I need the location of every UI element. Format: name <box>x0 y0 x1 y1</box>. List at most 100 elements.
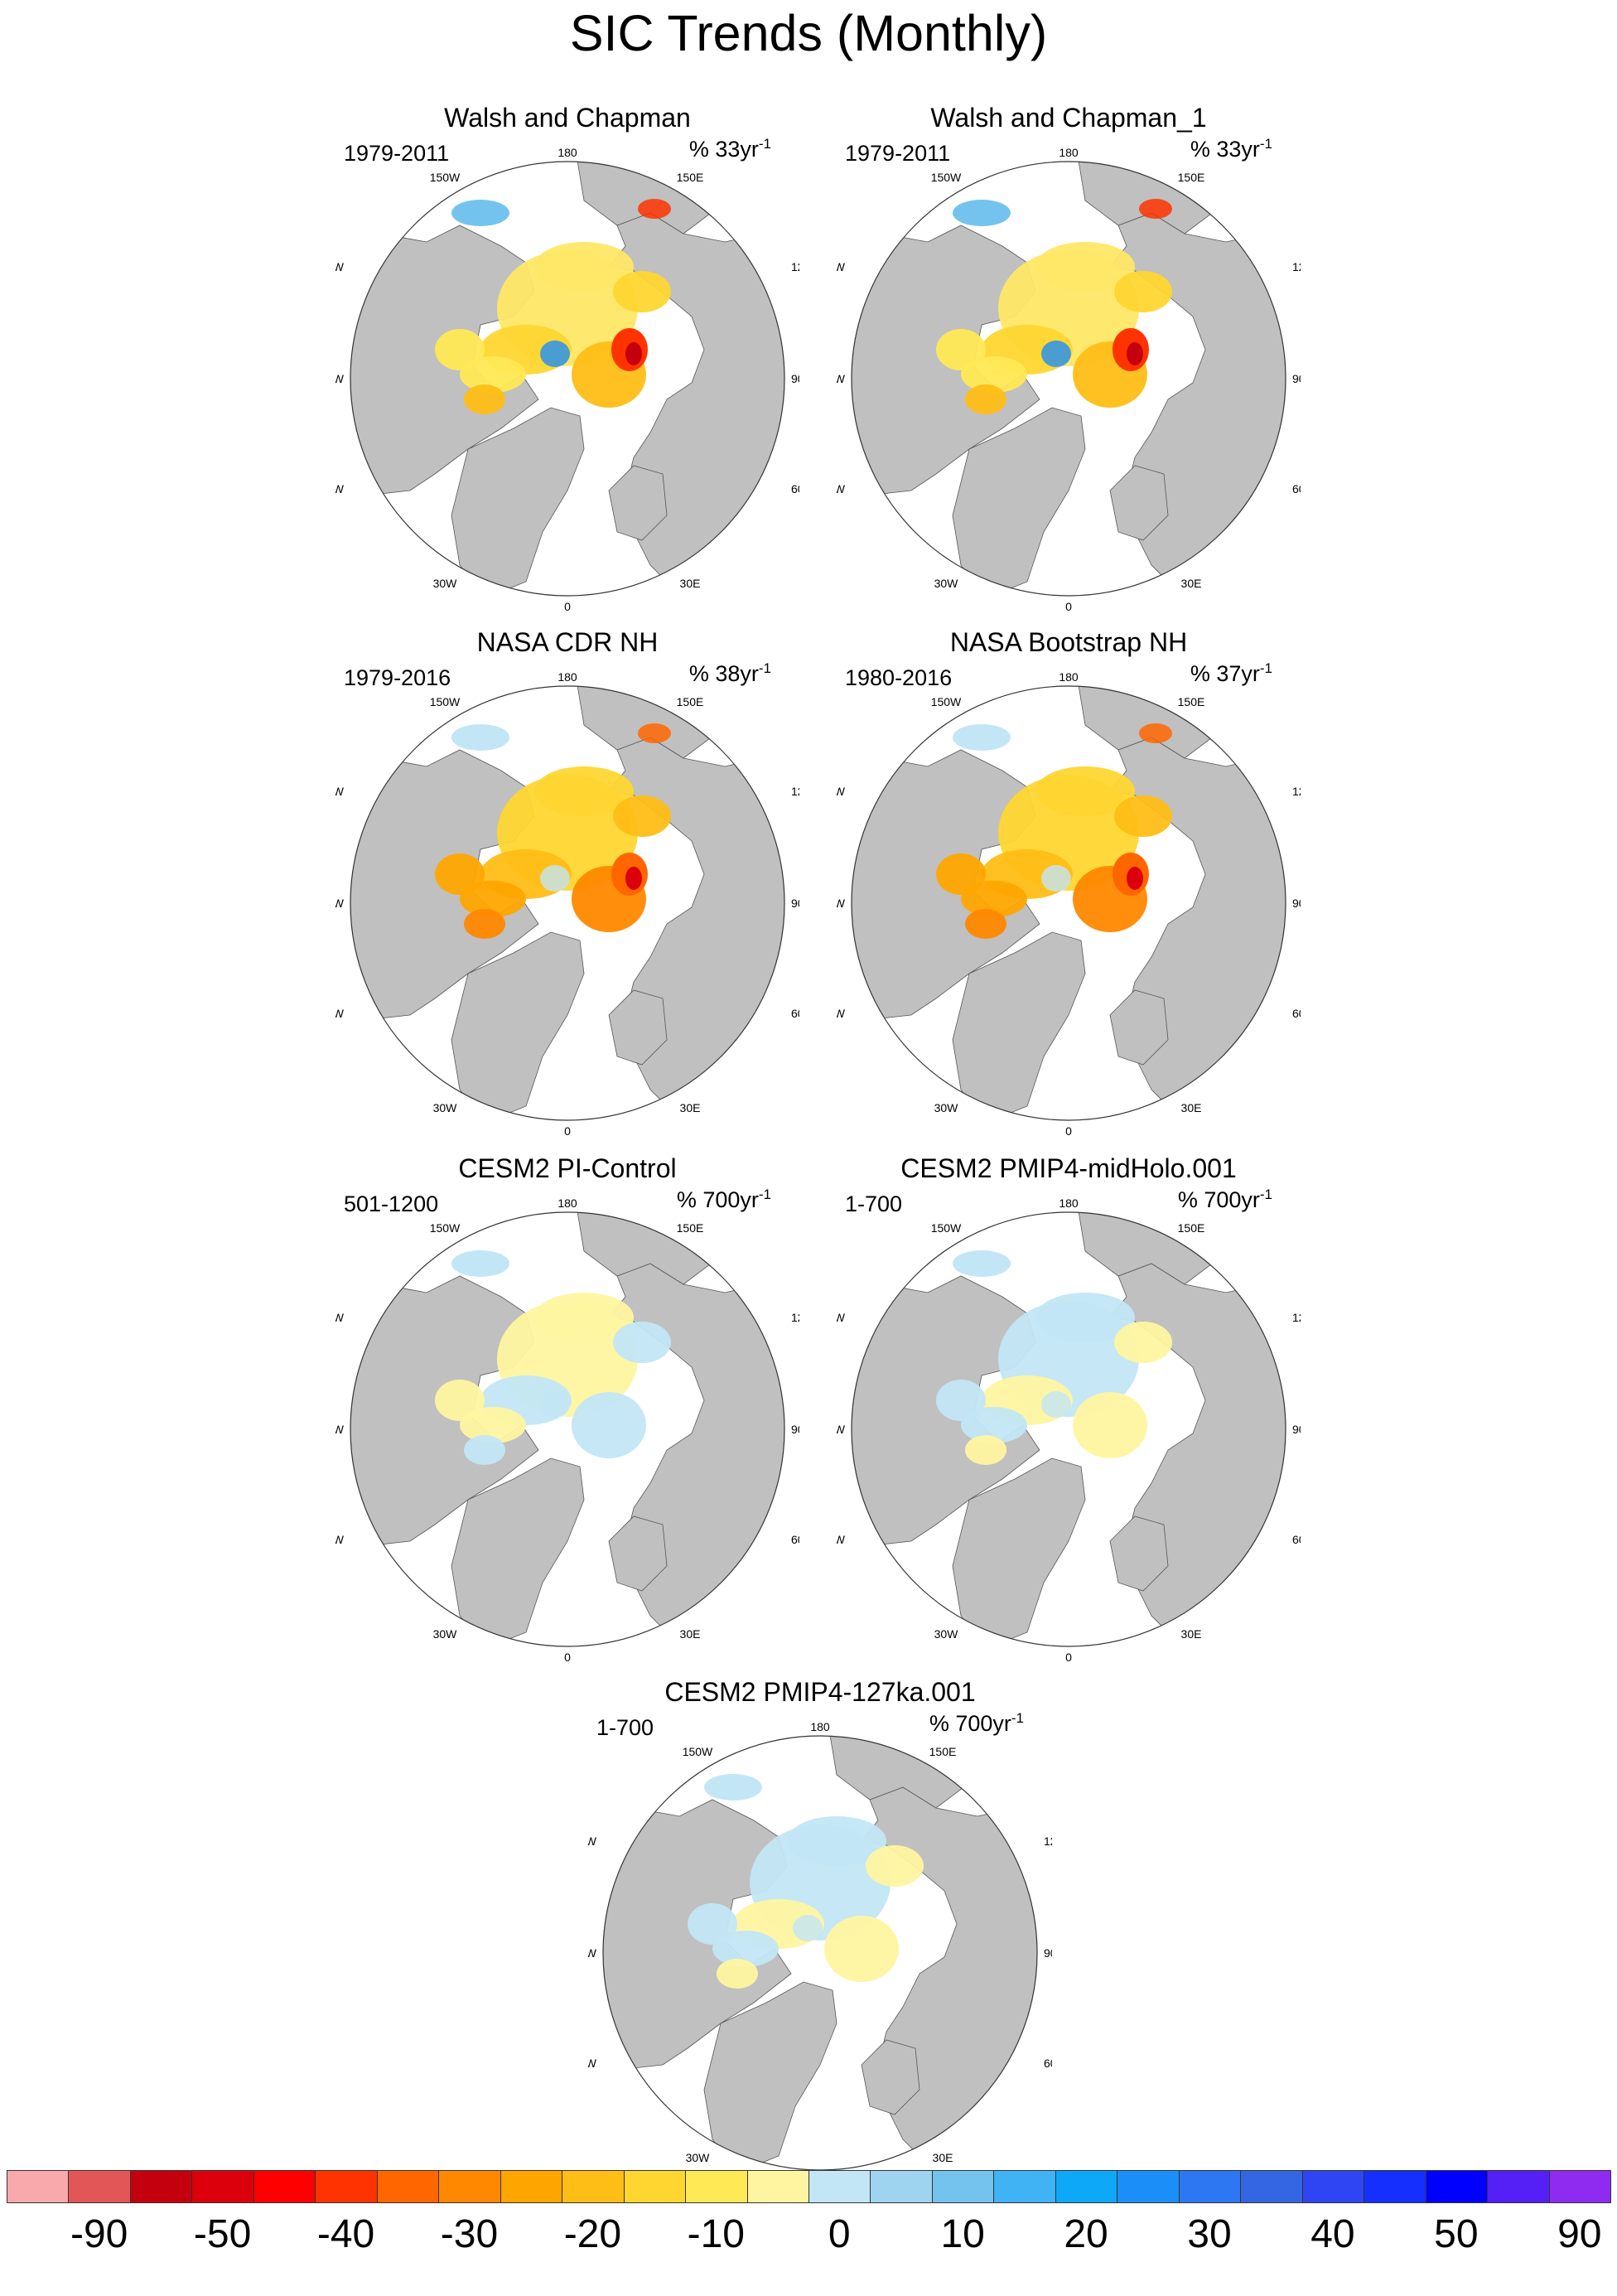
panel-period: 1-700 <box>845 1192 903 1216</box>
panel-title: CESM2 PMIP4-127ka.001 <box>664 1677 976 1707</box>
longitude-label: 0 <box>1065 1124 1072 1138</box>
longitude-label: 30E <box>1181 1627 1202 1641</box>
colorbar-swatch <box>1117 2170 1180 2203</box>
longitude-label: 30W <box>686 2151 711 2164</box>
longitude-label: 90W <box>837 897 846 910</box>
longitude-label: 0 <box>1065 600 1072 613</box>
panel-trend-unit: % 37yr-1 <box>1190 660 1272 686</box>
longitude-label: 150W <box>931 171 962 184</box>
panel-period: 1980-2016 <box>845 665 953 690</box>
longitude-label: 60W <box>837 482 846 495</box>
longitude-label: 180 <box>558 670 577 684</box>
panel-trend-unit: % 700yr-1 <box>1177 1187 1272 1212</box>
longitude-label: 90E <box>1292 1423 1301 1436</box>
colorbar-swatch <box>315 2170 378 2203</box>
map-panel: 1800150W150E120W120E90W90E60W60E30W30ECE… <box>837 1152 1301 1665</box>
longitude-label: 150W <box>931 695 962 708</box>
polar-map: 1800150W150E120W120E90W90E60W60E30W30E <box>335 1196 799 1664</box>
panel-trend-unit: % 700yr-1 <box>929 1710 1024 1736</box>
longitude-label: 90E <box>1292 372 1301 385</box>
longitude-label: 60E <box>791 1007 799 1020</box>
longitude-label: 120E <box>791 785 799 798</box>
colorbar-swatch <box>623 2170 687 2203</box>
colorbar-swatch <box>1240 2170 1303 2203</box>
colorbar-tick-label: -10 <box>687 2212 745 2256</box>
panel-trend-unit: % 38yr-1 <box>688 660 771 686</box>
colorbar-swatch <box>376 2170 440 2203</box>
colorbar-swatch <box>438 2170 501 2203</box>
polar-map: 1800150W150E120W120E90W90E60W60E30W30E <box>335 670 799 1138</box>
panel-trend-unit: % 33yr-1 <box>688 136 771 162</box>
longitude-label: 90W <box>335 372 345 385</box>
longitude-label: 90E <box>791 1423 799 1436</box>
longitude-label: 0 <box>564 600 571 613</box>
longitude-label: 90W <box>588 1946 597 1960</box>
colorbar-tick-label: -50 <box>193 2212 252 2256</box>
colorbar-tick-label: 20 <box>1064 2212 1108 2256</box>
longitude-label: 120E <box>1292 785 1301 798</box>
figure-title: SIC Trends (Monthly) <box>569 5 1048 61</box>
longitude-label: 30W <box>934 1627 959 1641</box>
panel-title: CESM2 PI-Control <box>458 1153 677 1183</box>
polar-map: 1800150W150E120W120E90W90E60W60E30W30E <box>837 146 1301 613</box>
panel-title: Walsh and Chapman_1 <box>930 103 1207 133</box>
colorbar-swatch <box>253 2170 316 2203</box>
longitude-label: 30W <box>433 1101 458 1114</box>
longitude-label: 120E <box>791 1311 799 1324</box>
longitude-label: 120W <box>588 1834 597 1848</box>
polar-map: 1800150W150E120W120E90W90E60W60E30W30E <box>837 670 1301 1138</box>
longitude-label: 60W <box>335 482 345 495</box>
longitude-label: 30W <box>433 577 458 590</box>
map-panel: 180 0 150W 150E 120W 120E 90W 90E 60W 60E 30W 30E NA… <box>837 626 1301 1139</box>
colorbar-swatch <box>1055 2170 1118 2203</box>
colorbar-swatch <box>129 2170 193 2203</box>
colorbar-swatch <box>562 2170 625 2203</box>
longitude-label: 180 <box>1059 1196 1079 1210</box>
colorbar-tick-label: -20 <box>563 2212 622 2256</box>
colorbar-swatch <box>1301 2170 1365 2203</box>
longitude-label: 90W <box>335 897 345 910</box>
longitude-label: 60E <box>1292 1533 1301 1546</box>
longitude-label: 150E <box>1178 1221 1205 1235</box>
longitude-label: 120W <box>335 785 345 798</box>
colorbar-tick-label: -30 <box>440 2212 499 2256</box>
colorbar-swatch <box>1364 2170 1426 2203</box>
longitude-label: 90W <box>335 1423 345 1436</box>
longitude-label: 90E <box>1044 1946 1052 1960</box>
colorbar-swatch <box>1548 2170 1611 2203</box>
colorbar-tick-label: -40 <box>316 2212 375 2256</box>
longitude-label: 30E <box>680 1101 701 1114</box>
longitude-label: 120W <box>335 1311 345 1324</box>
panel-trend-unit: % 700yr-1 <box>676 1187 771 1212</box>
longitude-label: 60E <box>791 1533 799 1546</box>
panel-title: NASA CDR NH <box>476 627 659 657</box>
longitude-label: 90W <box>837 372 846 385</box>
panel-trend-unit: % 33yr-1 <box>1190 136 1272 162</box>
colorbar-swatch <box>1425 2170 1489 2203</box>
map-panel: 180 0 150W 150E 120W 120E 90W 90E 60W 60E 30W 30E NA… <box>335 626 799 1139</box>
colorbar-swatch <box>746 2170 809 2203</box>
colorbar-swatch <box>870 2170 933 2203</box>
panel-period: 1-700 <box>596 1715 654 1740</box>
longitude-label: 150E <box>929 1745 957 1758</box>
longitude-label: 0 <box>564 1124 571 1138</box>
map-panel: 1800150W150E120W120E90W90E60W60E30W30ECE… <box>588 1675 1052 2189</box>
colorbar: -90 -50 -40 -30 -20 -10 0 10 20 30 40 50 90 <box>7 2170 1611 2291</box>
longitude-label: 30E <box>1181 577 1202 590</box>
longitude-label: 30W <box>934 1101 959 1114</box>
longitude-label: 60W <box>335 1007 345 1020</box>
longitude-label: 120E <box>1044 1834 1052 1848</box>
longitude-label: 60W <box>588 2057 597 2070</box>
longitude-label: 60E <box>1292 482 1301 495</box>
colorbar-tick-label: 10 <box>940 2212 985 2256</box>
colorbar-tick-label: 50 <box>1434 2212 1479 2256</box>
panel-period: 1979-2011 <box>344 141 450 166</box>
longitude-label: 150W <box>931 1221 962 1235</box>
colorbar-tick-label: 90 <box>1557 2212 1602 2256</box>
colorbar-swatch <box>931 2170 995 2203</box>
longitude-label: 30E <box>680 577 701 590</box>
colorbar-swatch <box>808 2170 871 2203</box>
polar-map: 1800150W150E120W120E90W90E60W60E30W30E <box>588 1720 1052 2187</box>
longitude-label: 150W <box>430 1221 461 1235</box>
panel-period: 1979-2016 <box>344 665 451 690</box>
